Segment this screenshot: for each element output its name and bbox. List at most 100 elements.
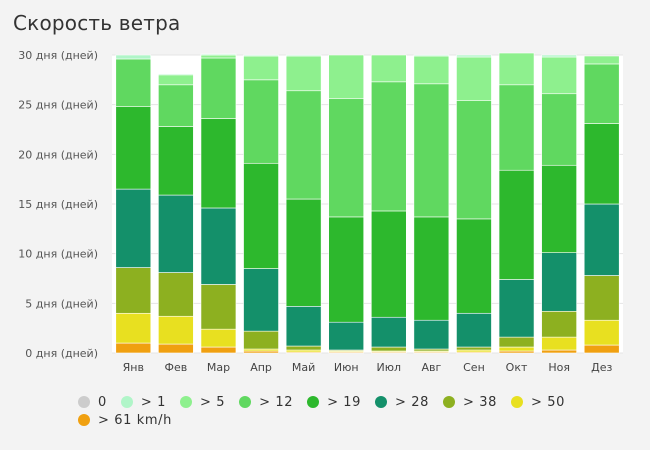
bar-segment <box>456 56 492 101</box>
bar-segment <box>285 198 322 307</box>
legend-swatch <box>375 396 388 408</box>
bar-segment <box>583 275 620 321</box>
legend-item[interactable]: > 61 km/h <box>78 411 172 429</box>
bar-segment <box>243 162 279 269</box>
bar-segment <box>200 328 237 348</box>
y-tick-label: 5 дня (дней) <box>25 297 98 310</box>
bar-segment <box>158 194 194 273</box>
legend-swatch <box>78 414 90 426</box>
bar-segment <box>243 330 279 350</box>
legend-item[interactable]: > 50 <box>510 393 565 411</box>
bar-segment <box>456 346 492 351</box>
bar-segment <box>200 207 237 285</box>
bar-segment <box>370 316 407 348</box>
x-tick-label: Май <box>292 361 315 374</box>
legend-label: > 19 <box>327 394 362 410</box>
legend-label: > 50 <box>530 394 565 410</box>
bar-segment <box>498 84 535 171</box>
bar-segment <box>413 216 450 321</box>
bar-segment <box>413 55 450 85</box>
bar-segment <box>285 90 322 200</box>
bar-segment <box>456 312 492 348</box>
bar-segment <box>370 54 407 83</box>
bar-segment <box>200 54 237 59</box>
bar-segment <box>583 55 620 65</box>
bar-segment <box>498 336 535 348</box>
bar-segment <box>115 312 152 344</box>
bar-segment <box>541 93 577 166</box>
bar-segment <box>370 81 407 212</box>
x-tick-label: Мар <box>207 361 230 374</box>
bar-segment <box>243 268 279 332</box>
bar-segment <box>541 56 577 95</box>
bar-segment <box>370 210 407 318</box>
bar-segment <box>158 84 194 127</box>
bar-segment <box>328 98 365 218</box>
legend-item[interactable]: > 5 <box>179 393 225 411</box>
chart-title: Скорость ветра <box>13 11 181 35</box>
x-tick-label: Окт <box>506 361 528 374</box>
legend-label: 0 <box>98 394 107 410</box>
y-tick-label: 30 дня (дней) <box>18 49 98 62</box>
bar-segment <box>456 218 492 314</box>
bar-segment <box>498 346 535 352</box>
bar-segment <box>158 272 194 317</box>
bar-segment <box>328 216 365 323</box>
bar-segment <box>413 319 450 350</box>
bar-segment <box>200 57 237 119</box>
y-tick-label: 0 дня (дней) <box>25 347 98 360</box>
bar-segment <box>413 54 450 57</box>
legend-swatch <box>307 396 320 408</box>
bar-segment <box>285 345 322 351</box>
bar-segment <box>541 54 577 58</box>
bar-segment <box>285 306 322 347</box>
bar-segment <box>115 54 152 60</box>
bar-segment <box>115 188 152 268</box>
bar-segment <box>541 252 577 312</box>
x-tick-label: Сен <box>463 361 485 374</box>
bar-segment <box>200 284 237 330</box>
bar-segment <box>200 53 237 56</box>
bar-segment <box>583 203 620 276</box>
bar-segment <box>115 58 152 107</box>
bar-segment <box>158 126 194 196</box>
bar-segment <box>200 346 237 354</box>
x-tick-label: Ноя <box>548 361 570 374</box>
bar-segment <box>498 52 535 86</box>
bar-segment <box>158 315 194 345</box>
x-tick-label: Апр <box>250 361 272 374</box>
bar-segment <box>456 54 492 58</box>
legend-item[interactable]: > 38 <box>443 393 497 411</box>
legend-label: > 1 <box>140 394 166 410</box>
bar-segment <box>541 349 577 354</box>
legend-item[interactable]: 0 <box>78 393 107 411</box>
bar-segment <box>541 336 577 351</box>
bar-segment <box>115 342 152 354</box>
bar-segment <box>541 310 577 338</box>
bar-segment <box>158 343 194 354</box>
bar-segment <box>498 169 535 280</box>
bar-segment <box>200 118 237 209</box>
bar-segment <box>583 123 620 205</box>
legend-label: > 61 km/h <box>98 412 172 428</box>
bar-segment <box>328 321 365 351</box>
legend-item[interactable]: > 19 <box>307 393 361 411</box>
legend-item[interactable]: > 28 <box>375 393 429 411</box>
legend-label: > 12 <box>259 394 294 410</box>
x-tick-label: Янв <box>123 361 144 374</box>
y-tick-label: 10 дня (дней) <box>18 248 98 261</box>
bar-segment <box>285 55 322 92</box>
x-tick-label: Фев <box>165 361 188 374</box>
bar-segment <box>243 79 279 164</box>
bar-segment <box>541 164 577 253</box>
legend-swatch <box>443 396 455 408</box>
x-tick-label: Июн <box>334 361 359 374</box>
legend-label: > 38 <box>463 394 497 410</box>
legend-swatch <box>78 396 90 408</box>
y-tick-label: 15 дня (дней) <box>18 198 98 211</box>
bar-segment <box>456 100 492 220</box>
legend-label: > 28 <box>395 394 429 410</box>
legend-item[interactable]: > 1 <box>120 393 166 411</box>
legend-item[interactable]: > 12 <box>239 393 293 411</box>
y-tick-label: 20 дня (дней) <box>18 148 98 161</box>
